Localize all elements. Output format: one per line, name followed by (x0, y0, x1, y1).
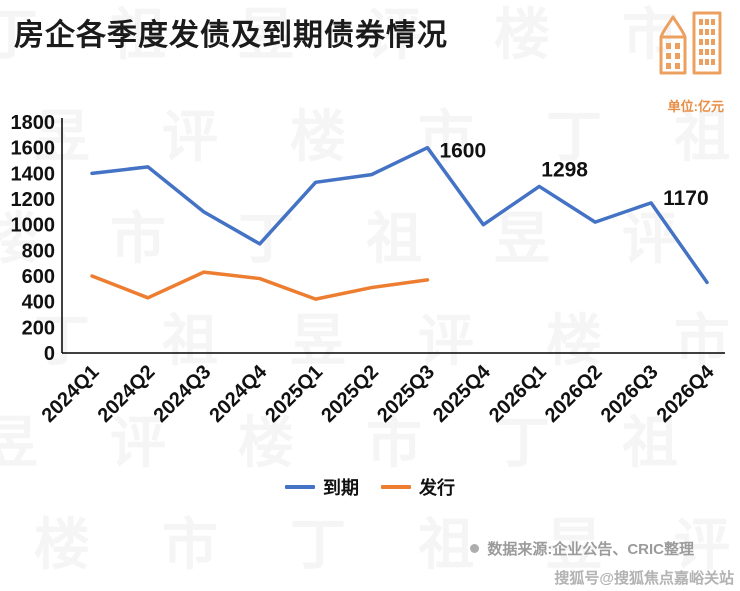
source-note: 数据来源:企业公告、CRIC整理 (470, 538, 694, 559)
svg-text:800: 800 (22, 240, 55, 262)
svg-text:2024Q4: 2024Q4 (205, 360, 272, 427)
legend-label: 发行 (419, 478, 455, 498)
svg-text:2025Q4: 2025Q4 (429, 360, 496, 427)
unit-label: 单位:亿元 (667, 99, 724, 114)
legend-item: 到期 (285, 474, 359, 500)
chart-svg: 0200400600800100012001400160018002024Q12… (11, 112, 725, 427)
sohu-watermark: 搜狐号@搜狐焦点嘉峪关站 (554, 570, 734, 587)
buildings-icon (659, 11, 722, 75)
svg-text:1800: 1800 (11, 112, 56, 134)
chart-legend: 到期 发行 (0, 474, 740, 500)
svg-text:2026Q4: 2026Q4 (653, 360, 720, 427)
svg-text:2025Q1: 2025Q1 (261, 361, 327, 427)
svg-text:1000: 1000 (11, 215, 56, 237)
legend-swatch-icon (381, 485, 411, 489)
svg-text:200: 200 (22, 317, 55, 339)
svg-text:1170: 1170 (663, 187, 709, 210)
svg-text:1400: 1400 (11, 163, 56, 185)
source-note-text: 数据来源:企业公告、CRIC整理 (487, 541, 694, 558)
page-title: 房企各季度发债及到期债券情况 (14, 19, 448, 52)
legend-label: 到期 (323, 478, 359, 498)
svg-text:1600: 1600 (11, 138, 56, 160)
legend-swatch-icon (285, 485, 315, 489)
svg-text:2025Q3: 2025Q3 (373, 361, 439, 427)
svg-text:2026Q3: 2026Q3 (597, 361, 663, 427)
legend-item: 发行 (381, 474, 455, 500)
svg-text:0: 0 (44, 343, 55, 365)
svg-text:2026Q2: 2026Q2 (541, 361, 607, 427)
bullet-icon (470, 544, 480, 553)
svg-text:2024Q3: 2024Q3 (149, 361, 215, 427)
svg-text:1200: 1200 (11, 189, 56, 211)
svg-text:1298: 1298 (541, 158, 588, 181)
svg-text:600: 600 (22, 266, 55, 288)
svg-text:400: 400 (22, 292, 55, 314)
svg-text:2025Q2: 2025Q2 (317, 361, 383, 427)
svg-text:2026Q1: 2026Q1 (485, 361, 551, 427)
svg-text:1600: 1600 (439, 140, 486, 163)
svg-text:2024Q2: 2024Q2 (94, 361, 160, 427)
svg-text:2024Q1: 2024Q1 (38, 361, 104, 427)
